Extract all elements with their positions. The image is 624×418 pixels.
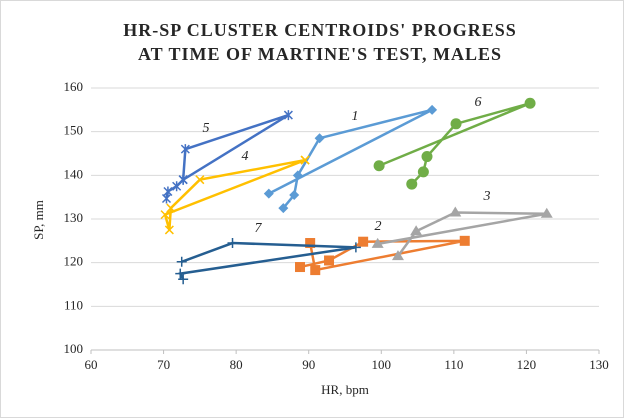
marker [459,235,470,246]
marker [391,250,404,261]
series-label: 5 [203,121,210,136]
marker [371,237,384,248]
chart-title: AT TIME OF MARTINE'S TEST, MALES [138,44,502,64]
marker [314,133,325,144]
series-label: 4 [242,149,249,164]
y-tick-label: 130 [64,210,84,225]
x-tick-label: 90 [302,357,315,372]
marker [176,256,187,267]
marker [289,189,300,200]
marker [166,203,176,213]
marker [180,144,190,155]
marker [227,238,238,249]
marker [449,206,462,217]
series-label: 6 [475,95,482,110]
marker [406,178,418,190]
marker [373,160,385,172]
series-line [163,158,306,231]
y-tick-label: 140 [64,166,84,181]
y-tick-label: 120 [64,254,84,269]
marker [278,203,289,214]
x-tick-label: 100 [372,357,392,372]
marker [175,268,186,279]
x-tick-label: 110 [444,357,463,372]
x-tick-label: 60 [85,357,98,372]
marker [163,186,173,197]
y-axis-label: SP, mm [31,200,46,240]
marker [410,225,423,236]
marker [524,97,536,109]
marker [283,110,293,121]
x-tick-label: 80 [230,357,243,372]
marker [178,274,189,285]
x-tick-label: 70 [157,357,170,372]
y-tick-label: 160 [64,79,84,94]
marker [195,175,205,185]
marker [310,265,321,276]
marker [421,151,433,163]
y-tick-label: 110 [64,297,83,312]
marker [164,225,174,235]
chart-title: HR-SP CLUSTER CENTROIDS' PROGRESS [123,20,517,40]
x-axis-label: HR, bpm [321,382,369,397]
marker [178,174,188,185]
marker [427,104,438,115]
marker [450,118,462,130]
x-tick-label: 130 [589,357,609,372]
marker [350,242,361,253]
x-tick-label: 120 [517,357,537,372]
marker [540,207,553,218]
series-label: 7 [255,221,263,236]
marker [292,170,303,181]
marker [305,238,316,249]
marker [161,193,172,204]
y-tick-label: 150 [64,123,84,138]
series-label: 2 [375,219,382,234]
marker [295,262,306,273]
y-tick-label: 100 [64,341,84,356]
marker [263,188,274,199]
marker [300,155,310,165]
series-label: 3 [483,189,491,204]
marker [358,236,369,247]
marker [417,166,429,178]
marker [324,255,335,266]
series-label: 1 [352,109,359,124]
